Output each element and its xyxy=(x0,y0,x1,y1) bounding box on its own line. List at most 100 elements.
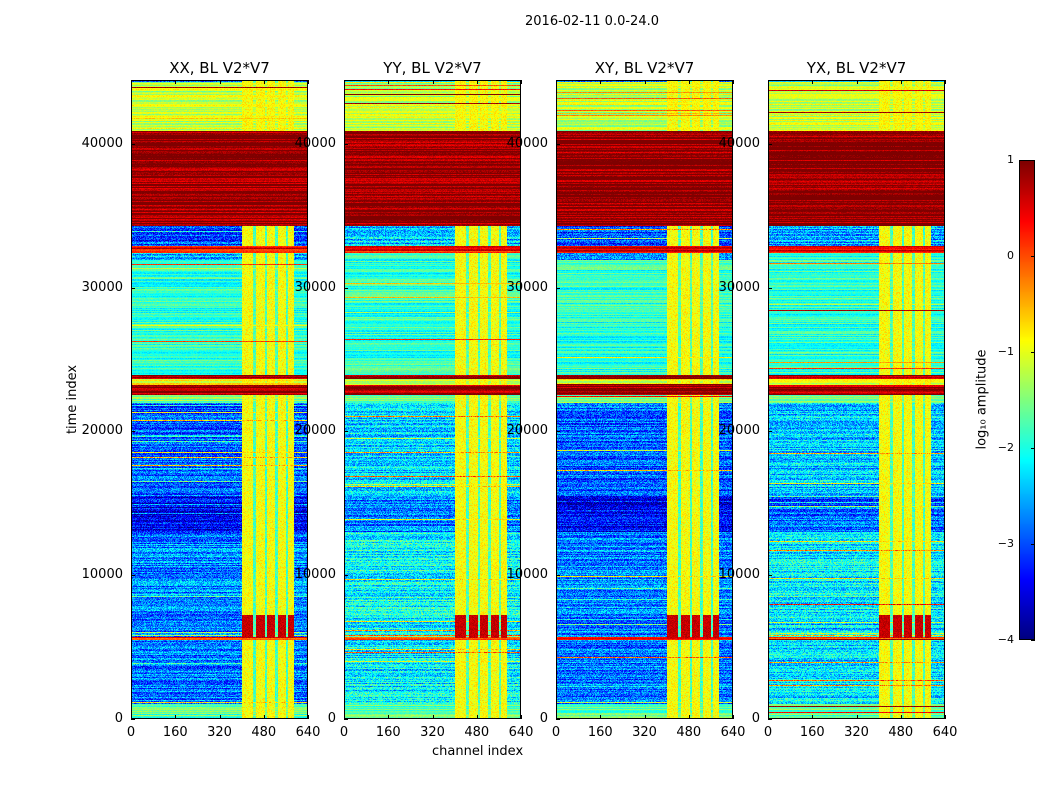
x-tick xyxy=(131,715,132,719)
y-tick xyxy=(768,575,772,577)
y-tick-label: 20000 xyxy=(81,423,123,439)
x-tick-label: 0 xyxy=(339,725,349,740)
x-tick xyxy=(733,715,734,719)
x-tick xyxy=(476,80,478,84)
x-tick-label: 0 xyxy=(126,725,136,740)
y-tick xyxy=(556,431,560,433)
y-tick xyxy=(344,719,348,720)
x-tick xyxy=(688,80,690,84)
y-tick-label: 40000 xyxy=(81,135,123,151)
x-tick xyxy=(856,715,858,719)
x-tick xyxy=(556,80,557,84)
suptitle: 2016-02-11 0.0-24.0 xyxy=(525,14,659,29)
y-tick xyxy=(344,287,348,289)
panel-title: YX, BL V2*V7 xyxy=(806,59,907,77)
y-tick-label: 30000 xyxy=(294,279,336,295)
y-tick-label: 40000 xyxy=(294,135,336,151)
colorbar-tick-label: 1 xyxy=(1007,153,1014,166)
x-tick-label: 160 xyxy=(162,725,188,740)
x-tick xyxy=(175,80,177,84)
y-tick xyxy=(556,287,560,289)
x-tick-label: 640 xyxy=(508,725,534,740)
x-tick xyxy=(556,715,557,719)
x-tick xyxy=(945,715,946,719)
x-tick xyxy=(521,80,522,84)
x-tick xyxy=(768,80,769,84)
heatmap-image xyxy=(132,81,307,718)
y-tick xyxy=(768,287,772,289)
y-tick-label: 30000 xyxy=(81,279,123,295)
colorbar-tick xyxy=(1031,640,1035,641)
x-tick xyxy=(521,715,522,719)
y-tick-label: 40000 xyxy=(718,135,760,151)
x-tick xyxy=(644,715,646,719)
x-tick xyxy=(432,80,434,84)
colorbar-tick-label: −1 xyxy=(997,345,1014,358)
y-tick xyxy=(556,719,560,720)
x-tick xyxy=(308,80,309,84)
x-tick xyxy=(812,715,814,719)
x-tick xyxy=(308,715,309,719)
x-tick-label: 320 xyxy=(207,725,232,740)
x-tick-label: 640 xyxy=(295,725,321,740)
x-tick xyxy=(600,80,602,84)
heatmap-panel xyxy=(768,80,945,719)
y-tick xyxy=(768,143,772,145)
x-tick xyxy=(900,715,902,719)
colorbar-tick xyxy=(1031,160,1035,161)
colorbar-tick xyxy=(1031,256,1035,257)
colorbar-tick-label: −3 xyxy=(997,537,1014,550)
x-tick-label: 320 xyxy=(632,725,657,740)
heatmap-panel xyxy=(556,80,733,719)
x-tick-label: 480 xyxy=(251,725,277,740)
x-tick-label: 160 xyxy=(375,725,401,740)
y-tick-label: 30000 xyxy=(718,279,760,295)
panel-title: YY, BL V2*V7 xyxy=(383,59,482,77)
x-tick xyxy=(476,715,478,719)
colorbar-tick-label: −2 xyxy=(997,441,1014,454)
panel-title: XX, BL V2*V7 xyxy=(169,59,270,77)
y-tick-label: 20000 xyxy=(294,423,336,439)
x-tick xyxy=(733,80,734,84)
y-tick-label: 30000 xyxy=(506,279,548,295)
y-tick-label: 0 xyxy=(327,711,336,726)
y-tick xyxy=(344,143,348,145)
x-tick xyxy=(644,80,646,84)
x-tick xyxy=(945,80,946,84)
x-tick xyxy=(768,715,769,719)
x-tick xyxy=(344,715,345,719)
x-tick xyxy=(688,715,690,719)
x-tick xyxy=(263,80,265,84)
x-tick xyxy=(175,715,177,719)
x-tick xyxy=(388,715,390,719)
x-tick xyxy=(388,80,390,84)
y-tick xyxy=(344,431,348,433)
heatmap-image xyxy=(345,81,520,718)
y-tick-label: 0 xyxy=(114,711,123,726)
x-tick-label: 0 xyxy=(551,725,561,740)
heatmap-image xyxy=(557,81,732,718)
y-tick-label: 0 xyxy=(751,711,760,726)
colorbar-tick-label: 0 xyxy=(1007,249,1014,262)
y-tick xyxy=(556,143,560,145)
heatmap-panel xyxy=(344,80,521,719)
x-tick-label: 480 xyxy=(888,725,914,740)
y-tick xyxy=(768,431,772,433)
y-tick-label: 10000 xyxy=(718,567,760,583)
x-tick-label: 0 xyxy=(763,725,773,740)
y-tick-label: 40000 xyxy=(506,135,548,151)
x-tick xyxy=(900,80,902,84)
colorbar-tick xyxy=(1031,448,1035,449)
x-tick-label: 480 xyxy=(676,725,702,740)
colorbar-tick xyxy=(1031,544,1035,545)
x-tick xyxy=(344,80,345,84)
y-tick-label: 10000 xyxy=(506,567,548,583)
x-tick-label: 320 xyxy=(844,725,869,740)
y-tick xyxy=(768,719,772,720)
y-tick xyxy=(344,575,348,577)
x-tick-label: 480 xyxy=(464,725,490,740)
y-tick-label: 10000 xyxy=(81,567,123,583)
y-tick-label: 20000 xyxy=(718,423,760,439)
y-tick-label: 20000 xyxy=(506,423,548,439)
